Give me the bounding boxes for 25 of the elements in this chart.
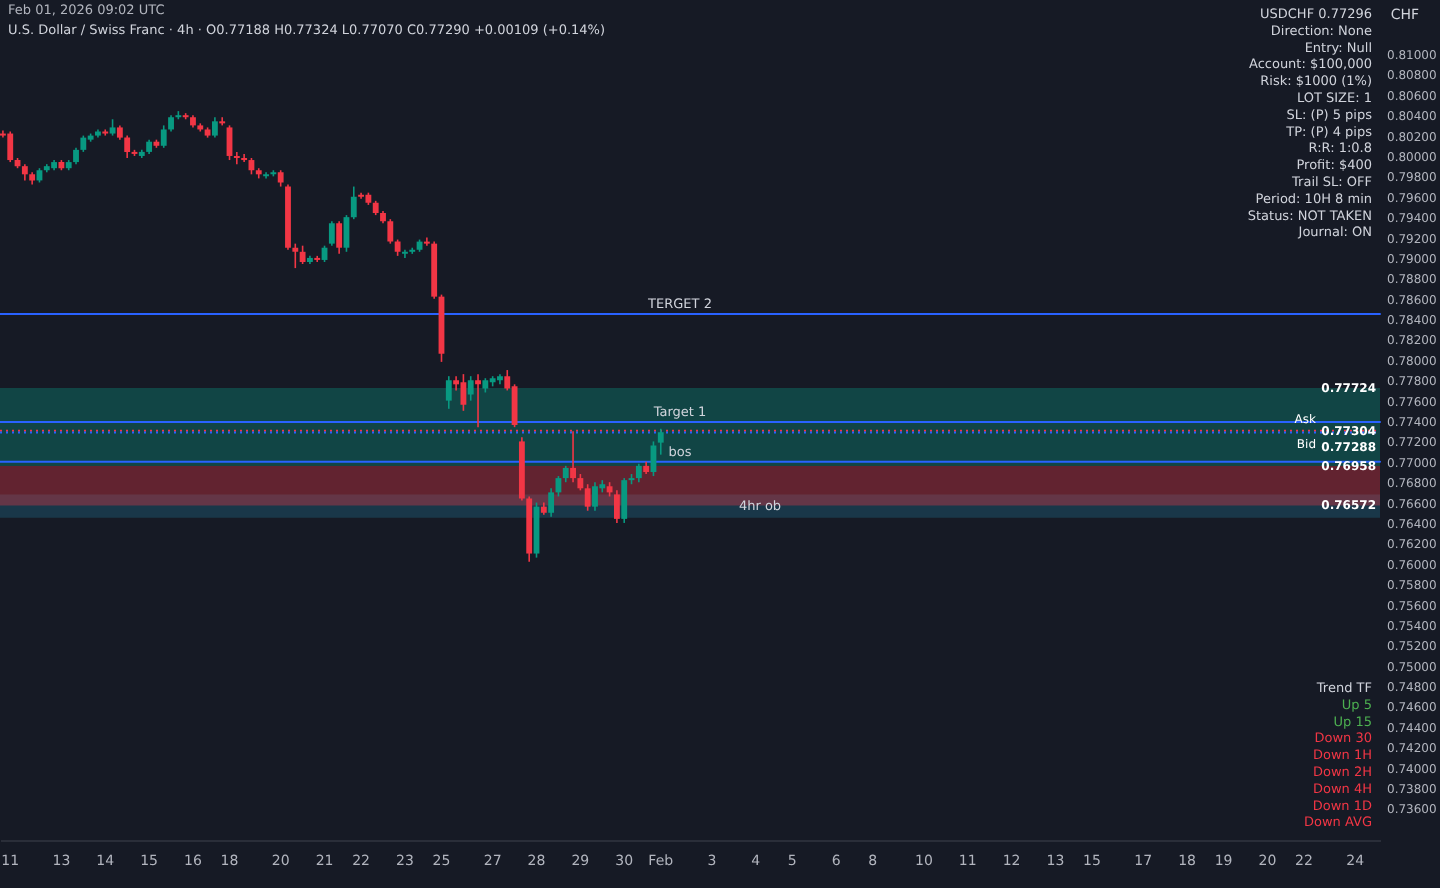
- candlestick: [350, 185, 357, 220]
- candlestick: [402, 248, 408, 259]
- candlestick: [511, 383, 518, 428]
- candlestick: [613, 489, 620, 524]
- candlestick: [328, 220, 335, 247]
- candlestick: [592, 481, 598, 512]
- candlestick: [460, 373, 467, 412]
- candlestick: [445, 375, 452, 410]
- candlestick: [657, 427, 664, 456]
- candlestick: [233, 151, 240, 165]
- candlestick: [336, 220, 343, 255]
- candlestick: [548, 487, 555, 518]
- candlestick: [635, 463, 642, 483]
- candlestick: [241, 153, 248, 163]
- candlestick: [621, 477, 628, 524]
- candlestick: [584, 483, 591, 512]
- candlestick: [7, 130, 14, 163]
- candlestick: [570, 430, 576, 483]
- candlestick: [299, 244, 306, 265]
- candlestick: [467, 375, 474, 402]
- candlestick: [211, 116, 218, 139]
- candlestick: [102, 128, 109, 137]
- candlestick: [219, 116, 226, 127]
- candlestick: [387, 218, 394, 245]
- candlestick: [475, 373, 481, 428]
